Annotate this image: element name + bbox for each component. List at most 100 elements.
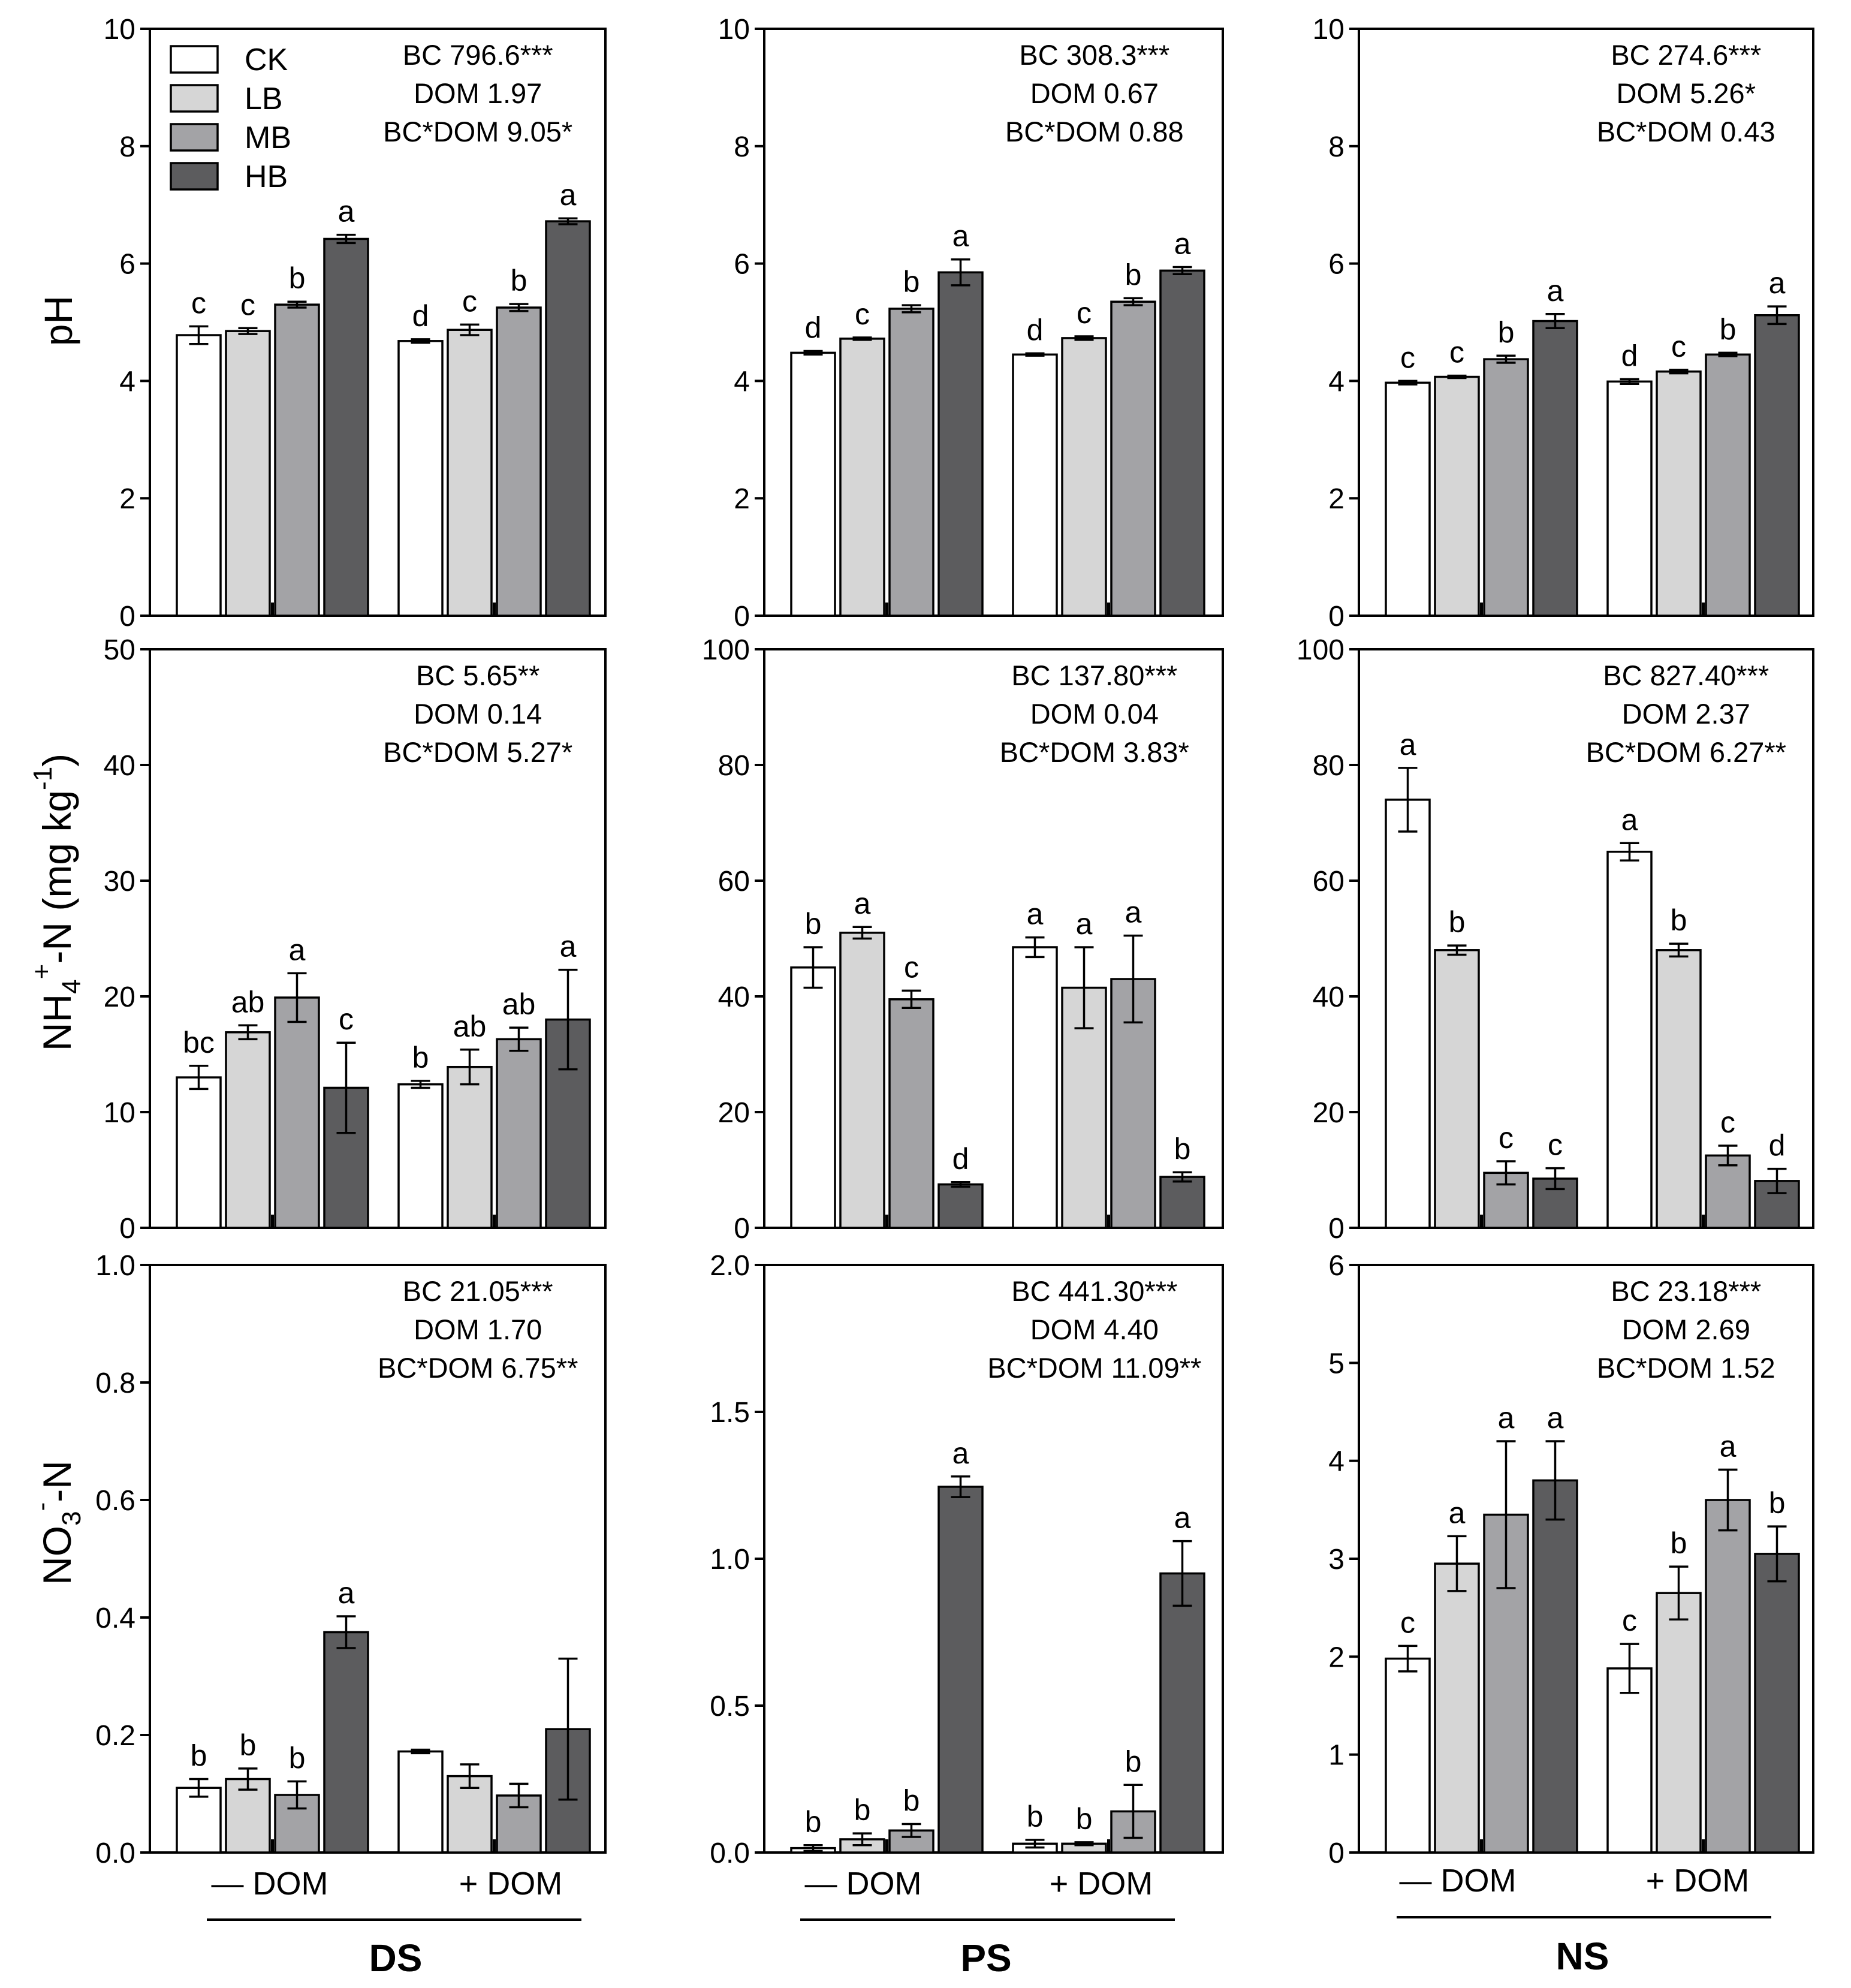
bar	[1061, 337, 1107, 617]
anova-stat-0: BC 441.30***	[1011, 1275, 1177, 1307]
y-tick-label: 4	[734, 366, 750, 397]
bar	[839, 338, 885, 617]
significance-letter: d	[805, 311, 822, 344]
y-tick-label: 8	[119, 131, 135, 163]
anova-stat-0: BC 137.80***	[1011, 659, 1177, 691]
bar	[1159, 1176, 1205, 1229]
bar	[274, 996, 320, 1229]
bar	[1434, 1562, 1480, 1854]
y-tick-label: 0.2	[95, 1720, 135, 1752]
significance-letter: c	[1671, 330, 1686, 363]
group-label-plus-dom: + DOM	[1050, 1866, 1153, 1902]
significance-letter: c	[339, 1002, 354, 1036]
bar	[447, 329, 493, 617]
y-tick-label: 80	[718, 750, 750, 782]
significance-letter: b	[1174, 1132, 1191, 1165]
chart-panel-nh4-ps: 0 20 40 60 80 100 BC 137.80*** DOM 0.04 BC*DOM 3…	[702, 634, 1224, 1245]
bar	[790, 966, 836, 1229]
anova-stat-0: BC 796.6***	[403, 39, 553, 71]
bar	[545, 220, 591, 617]
anova-stat-1: DOM 0.04	[1030, 698, 1159, 730]
bar	[397, 340, 444, 617]
significance-letter: b	[1076, 1802, 1093, 1836]
bar	[1012, 353, 1058, 617]
group-label-minus-dom: — DOM	[1400, 1863, 1517, 1899]
y-tick-label: 20	[718, 1097, 750, 1129]
significance-letter: a	[560, 930, 577, 963]
legend-label-lb: LB	[245, 82, 283, 116]
y-tick-label: 4	[119, 366, 135, 397]
significance-letter: a	[1498, 1401, 1515, 1435]
y-tick-label: 0	[1328, 1213, 1344, 1245]
y-tick-label: 0.6	[95, 1485, 135, 1517]
y-tick-label: 80	[1313, 750, 1344, 782]
bar	[1012, 946, 1058, 1229]
bar	[888, 308, 934, 617]
significance-letter: b	[191, 1739, 207, 1773]
column-footer-ns: — DOM + DOM NS	[1397, 1863, 1771, 1978]
legend-item-ck: CK	[170, 43, 288, 77]
significance-letter: c	[1449, 336, 1464, 369]
chart-panel-nh4-ds: 0 10 20 30 40 50 BC 5.65** DOM 0.14 BC*DOM 5.27*…	[104, 634, 607, 1245]
y-tick-label: 10	[1313, 14, 1344, 46]
significance-letter: c	[1622, 1604, 1637, 1637]
legend-item-lb: LB	[170, 82, 283, 116]
anova-stat-0: BC 21.05***	[403, 1275, 553, 1307]
bar	[397, 1750, 444, 1854]
anova-stat-1: DOM 2.37	[1622, 698, 1750, 730]
anova-stat-2: BC*DOM 0.88	[1005, 116, 1184, 147]
plot-frame	[1358, 28, 1814, 617]
bar	[888, 998, 934, 1229]
legend-swatch-hb	[170, 162, 219, 191]
y-tick-label: 3	[1328, 1544, 1344, 1576]
y-tick-label: 20	[104, 981, 135, 1013]
bar	[397, 1083, 444, 1229]
bar	[1754, 1553, 1800, 1854]
soil-label-ps: PS	[960, 1936, 1011, 1980]
significance-letter: b	[854, 1793, 871, 1827]
y-tick-label: 1.5	[710, 1397, 750, 1429]
significance-letter: c	[1548, 1128, 1563, 1162]
anova-stat-2: BC*DOM 9.05*	[383, 116, 572, 147]
significance-letter: a	[1720, 1429, 1737, 1463]
significance-letter: b	[289, 261, 306, 295]
y-tick-label: 0	[734, 601, 750, 632]
bar	[225, 1031, 271, 1229]
y-tick-label: 0	[734, 1213, 750, 1245]
significance-letter: b	[412, 1041, 429, 1074]
group-label-minus-dom: — DOM	[805, 1866, 922, 1902]
significance-letter: c	[1400, 341, 1415, 374]
anova-stat-0: BC 827.40***	[1603, 659, 1769, 691]
bar	[1656, 949, 1702, 1229]
bar	[1483, 358, 1529, 617]
significance-letter: c	[1720, 1106, 1735, 1139]
legend-swatch-lb	[170, 84, 219, 113]
bar	[937, 1183, 984, 1229]
significance-letter: b	[805, 1805, 822, 1839]
plot-frame	[149, 1264, 607, 1854]
significance-letter: b	[240, 1728, 257, 1762]
significance-letter: a	[1621, 803, 1638, 836]
y-tick-label: 6	[1328, 1250, 1344, 1282]
significance-letter: a	[952, 1436, 969, 1470]
significance-letter: a	[1174, 227, 1191, 260]
y-tick-label: 8	[1328, 131, 1344, 163]
bar	[496, 306, 542, 617]
y-tick-label: 4	[1328, 1446, 1344, 1478]
bar	[1705, 1499, 1751, 1854]
significance-letter: b	[1125, 258, 1142, 291]
anova-stat-1: DOM 5.26*	[1617, 77, 1756, 109]
significance-letter: b	[1498, 315, 1515, 349]
significance-letter: b	[1671, 903, 1687, 937]
y-label-no3: NO3--N	[27, 1460, 86, 1585]
chart-panel-ph-ns: 0 2 4 6 8 10 BC 274.6*** DOM 5.26* BC*DOM 0.43 c c…	[1313, 14, 1814, 632]
significance-letter: a	[952, 219, 969, 253]
anova-stat-1: DOM 1.97	[414, 77, 542, 109]
significance-letter: b	[1720, 312, 1737, 346]
chart-panel-no3-ps: 0.0 0.5 1.0 1.5 2.0 BC 441.30*** DOM 4.40 BC*DO…	[710, 1250, 1224, 1869]
soil-label-ns: NS	[1556, 1935, 1609, 1978]
significance-letter: c	[855, 297, 870, 331]
significance-letter: d	[1027, 313, 1044, 347]
significance-letter: a	[338, 195, 355, 228]
